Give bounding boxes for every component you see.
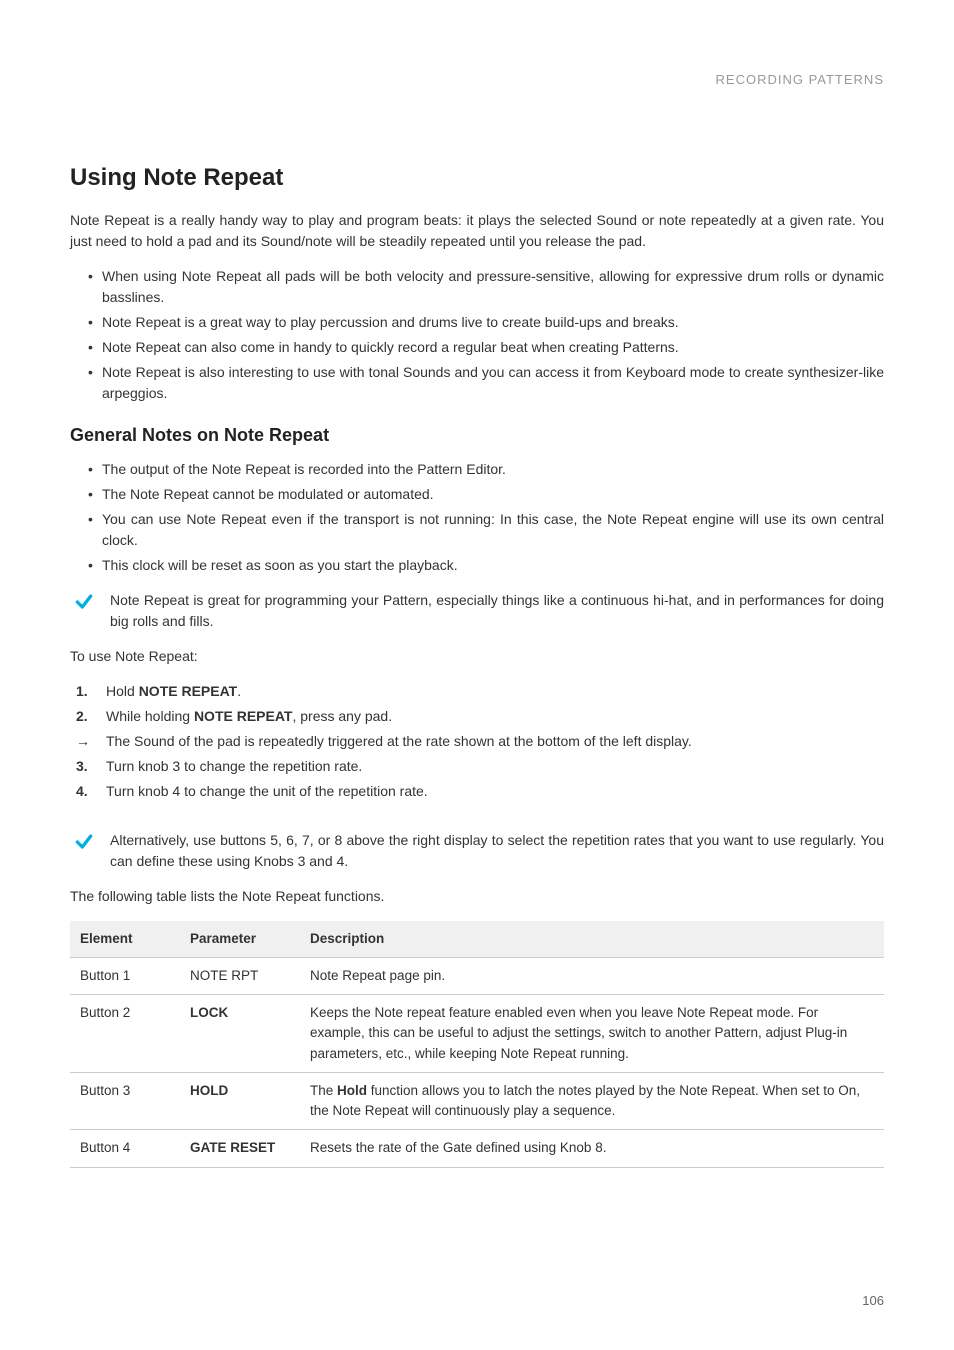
feature-bullets: When using Note Repeat all pads will be … (70, 266, 884, 404)
table-row: Button 1 NOTE RPT Note Repeat page pin. (70, 957, 884, 994)
table-row: Button 4 GATE RESET Resets the rate of t… (70, 1130, 884, 1167)
section-eyebrow: RECORDING PATTERNS (70, 70, 884, 90)
bullet-item: Note Repeat is a great way to play percu… (88, 312, 884, 333)
tip-callout: Alternatively, use buttons 5, 6, 7, or 8… (70, 830, 884, 872)
table-row: Button 3 HOLD The Hold function allows y… (70, 1072, 884, 1130)
table-cell-parameter: NOTE RPT (180, 957, 300, 994)
step-text: . (237, 683, 241, 699)
step-bold: NOTE REPEAT (194, 708, 293, 724)
bullet-item: When using Note Repeat all pads will be … (88, 266, 884, 308)
table-header-row: Element Parameter Description (70, 921, 884, 958)
table-cell-description: Keeps the Note repeat feature enabled ev… (300, 995, 884, 1073)
table-cell-element: Button 3 (70, 1072, 180, 1130)
step-item: Turn knob 4 to change the unit of the re… (70, 781, 884, 802)
bullet-item: The Note Repeat cannot be modulated or a… (88, 484, 884, 505)
step-text: Hold (106, 683, 139, 699)
step-bold: NOTE REPEAT (139, 683, 238, 699)
table-cell-description: Resets the rate of the Gate defined usin… (300, 1130, 884, 1167)
table-cell-parameter: GATE RESET (180, 1130, 300, 1167)
step-item: While holding NOTE REPEAT, press any pad… (70, 706, 884, 727)
checkmark-icon (70, 590, 110, 618)
table-intro: The following table lists the Note Repea… (70, 886, 884, 907)
table-header: Parameter (180, 921, 300, 958)
table-cell-element: Button 1 (70, 957, 180, 994)
bullet-item: Note Repeat is also interesting to use w… (88, 362, 884, 404)
page-title: Using Note Repeat (70, 160, 884, 196)
checkmark-icon (70, 830, 110, 858)
step-item: Hold NOTE REPEAT. (70, 681, 884, 702)
step-item: Turn knob 3 to change the repetition rat… (70, 756, 884, 777)
step-text: While holding (106, 708, 194, 724)
intro-paragraph: Note Repeat is a really handy way to pla… (70, 210, 884, 252)
bullet-item: The output of the Note Repeat is recorde… (88, 459, 884, 480)
bullet-item: This clock will be reset as soon as you … (88, 555, 884, 576)
table-row: Button 2 LOCK Keeps the Note repeat feat… (70, 995, 884, 1073)
tip-callout: Note Repeat is great for programming you… (70, 590, 884, 632)
step-result: The Sound of the pad is repeatedly trigg… (70, 731, 884, 752)
step-text: , press any pad. (292, 708, 392, 724)
table-cell-description: Note Repeat page pin. (300, 957, 884, 994)
table-cell-element: Button 4 (70, 1130, 180, 1167)
subheading-general-notes: General Notes on Note Repeat (70, 422, 884, 449)
bullet-item: Note Repeat can also come in handy to qu… (88, 337, 884, 358)
general-notes-bullets: The output of the Note Repeat is recorde… (70, 459, 884, 576)
tip-text: Alternatively, use buttons 5, 6, 7, or 8… (110, 830, 884, 872)
page-number: 106 (862, 1291, 884, 1311)
tip-text: Note Repeat is great for programming you… (110, 590, 884, 632)
table-cell-parameter: LOCK (180, 995, 300, 1073)
bullet-item: You can use Note Repeat even if the tran… (88, 509, 884, 551)
note-repeat-table: Element Parameter Description Button 1 N… (70, 921, 884, 1168)
table-header: Description (300, 921, 884, 958)
table-header: Element (70, 921, 180, 958)
table-cell-parameter: HOLD (180, 1072, 300, 1130)
to-use-label: To use Note Repeat: (70, 646, 884, 667)
table-cell-element: Button 2 (70, 995, 180, 1073)
steps-list: Hold NOTE REPEAT. While holding NOTE REP… (70, 681, 884, 802)
table-cell-description: The Hold function allows you to latch th… (300, 1072, 884, 1130)
